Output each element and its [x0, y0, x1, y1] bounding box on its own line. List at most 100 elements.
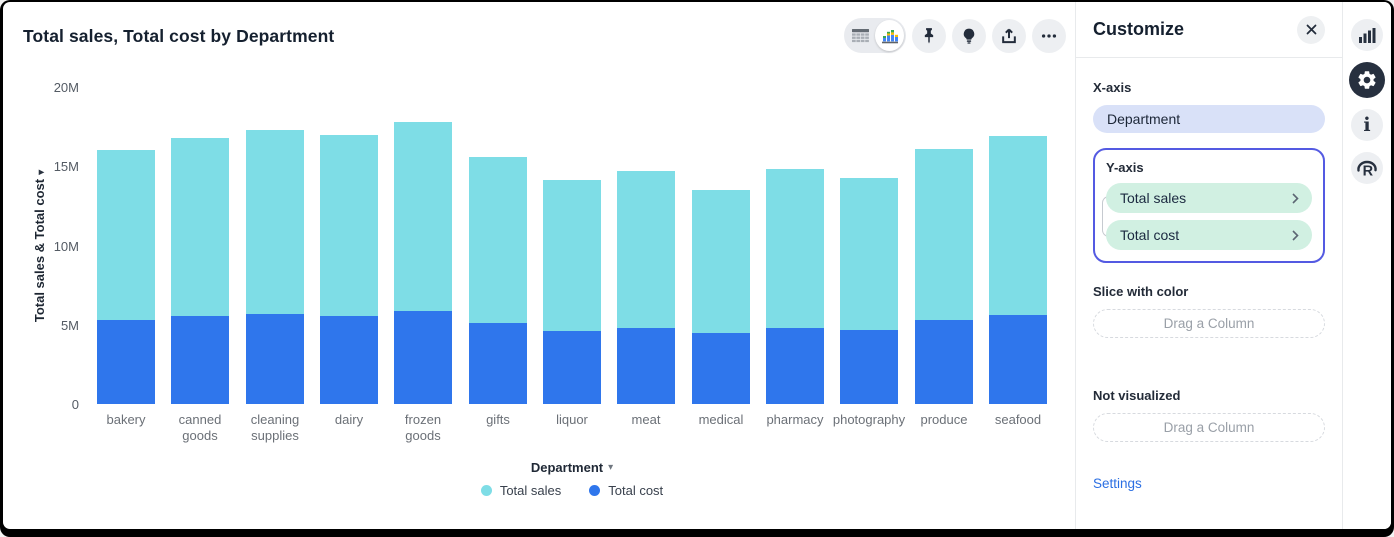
bar-segment-total-cost[interactable] — [543, 331, 601, 404]
x-tick-label: photography — [832, 412, 906, 427]
bar-segment-total-sales[interactable] — [394, 122, 452, 311]
bar-segment-total-cost[interactable] — [320, 316, 378, 404]
x-axis-title-row: Department ▾ — [27, 460, 1117, 475]
app-window: Total sales, Total cost by Department — [3, 2, 1391, 529]
chart-legend: Total sales Total cost — [27, 483, 1117, 498]
chart-title: Total sales, Total cost by Department — [23, 26, 335, 46]
y-tick-label: 0 — [71, 397, 79, 412]
share-button[interactable] — [992, 18, 1026, 53]
info-button[interactable]: i — [1351, 109, 1383, 141]
x-tick-label: medical — [698, 412, 744, 427]
bar-segment-total-cost[interactable] — [840, 330, 898, 404]
x-tick-label: produce — [920, 412, 968, 427]
legend-label: Total sales — [499, 483, 562, 498]
x-tick-label: pharmacy — [766, 412, 824, 427]
y-tick-label: 20M — [53, 80, 79, 95]
bar-segment-total-sales[interactable] — [989, 136, 1047, 315]
table-view-button[interactable] — [846, 20, 875, 51]
bar-segment-total-cost[interactable] — [692, 333, 750, 404]
chart-toolbar — [844, 18, 1066, 53]
insights-button[interactable] — [952, 18, 986, 53]
y-tick-label: 10M — [53, 238, 79, 254]
chevron-right-icon — [1292, 192, 1299, 204]
x-axis-section-label: X-axis — [1093, 80, 1132, 95]
x-tick-label: seafood — [994, 412, 1042, 427]
more-options-button[interactable] — [1032, 18, 1066, 53]
y-tick-label: 15M — [53, 159, 79, 175]
pill-label: Total sales — [1120, 190, 1187, 206]
bar-segment-total-cost[interactable] — [246, 314, 304, 404]
x-axis-title: Department — [530, 460, 604, 475]
y-axis-column-pill-total-cost[interactable]: Total cost — [1106, 220, 1312, 250]
ellipsis-icon — [1041, 33, 1057, 38]
view-toggle — [844, 18, 906, 53]
bar-segment-total-cost[interactable] — [394, 311, 452, 404]
right-icon-strip: i R — [1342, 2, 1391, 529]
svg-text:R: R — [1363, 164, 1374, 180]
pill-label: Total cost — [1120, 227, 1180, 243]
x-axis-column-pill[interactable]: Department — [1093, 105, 1325, 133]
bar-segment-total-sales[interactable] — [97, 150, 155, 320]
x-axis-dropdown-caret-icon[interactable]: ▾ — [608, 462, 614, 473]
x-tick-label: liquor — [556, 412, 588, 427]
legend-dot — [480, 485, 492, 496]
x-tick-label: dairy — [334, 412, 364, 427]
r-logo-icon: R — [1357, 160, 1377, 180]
bar-segment-total-cost[interactable] — [469, 323, 527, 404]
chart-type-button[interactable] — [1351, 19, 1383, 51]
bar-segment-total-sales[interactable] — [766, 169, 824, 328]
close-icon — [1306, 24, 1316, 35]
bar-segment-total-cost[interactable] — [171, 316, 229, 404]
not-visualized-dropzone[interactable]: Drag a Column — [1093, 413, 1325, 442]
chevron-right-icon — [1292, 229, 1299, 241]
bar-segment-total-sales[interactable] — [469, 157, 527, 323]
x-tick-label: frozen goods — [404, 412, 442, 443]
customize-settings-button[interactable] — [1349, 62, 1385, 98]
x-tick-label: gifts — [486, 412, 510, 427]
share-export-icon — [1002, 28, 1016, 43]
bar-segment-total-cost[interactable] — [989, 315, 1047, 404]
x-tick-label: canned goods — [178, 412, 222, 443]
customize-title: Customize — [1093, 19, 1185, 39]
r-language-button[interactable]: R — [1351, 152, 1383, 184]
settings-link[interactable]: Settings — [1093, 476, 1142, 491]
customize-header: Customize — [1076, 2, 1342, 58]
legend-item-total-cost[interactable]: Total cost — [589, 483, 663, 498]
y-axis-section-label: Y-axis — [1106, 160, 1144, 175]
legend-item-total-sales[interactable]: Total sales — [480, 483, 562, 498]
y-axis-section-highlighted: Y-axis Total sales Total cost — [1093, 148, 1325, 263]
bar-segment-total-cost[interactable] — [97, 320, 155, 404]
not-visualized-label: Not visualized — [1093, 388, 1181, 403]
pin-button[interactable] — [912, 18, 946, 53]
bar-segment-total-sales[interactable] — [915, 149, 973, 320]
chart-view-button[interactable] — [875, 20, 904, 51]
bar-segment-total-sales[interactable] — [543, 180, 601, 331]
bar-segment-total-sales[interactable] — [320, 135, 378, 316]
x-tick-label: meat — [631, 412, 661, 427]
bar-segment-total-sales[interactable] — [840, 178, 898, 330]
gear-icon — [1358, 71, 1376, 89]
lightbulb-icon — [963, 28, 975, 44]
legend-label: Total cost — [608, 483, 664, 498]
x-tick-label: bakery — [106, 412, 146, 427]
slice-with-color-dropzone[interactable]: Drag a Column — [1093, 309, 1325, 338]
bar-segment-total-sales[interactable] — [617, 171, 675, 328]
bar-segment-total-sales[interactable] — [171, 138, 229, 316]
bar-segment-total-cost[interactable] — [617, 328, 675, 404]
y-axis-column-pill-total-sales[interactable]: Total sales — [1106, 183, 1312, 213]
bar-segment-total-sales[interactable] — [246, 130, 304, 314]
bar-segment-total-cost[interactable] — [915, 320, 973, 404]
slice-with-color-label: Slice with color — [1093, 284, 1189, 299]
bar-segment-total-sales[interactable] — [692, 190, 750, 333]
bar-chart-icon — [1359, 27, 1376, 43]
pin-icon — [924, 27, 934, 43]
close-panel-button[interactable] — [1297, 15, 1325, 44]
bar-segment-total-cost[interactable] — [766, 328, 824, 404]
chart-card: Total sales, Total cost by Department — [3, 2, 1075, 529]
table-icon — [852, 28, 869, 42]
bar-chart-colored-icon — [881, 29, 898, 43]
x-tick-label: cleaning supplies — [250, 412, 300, 443]
customize-panel: Customize X-axis Department Y-axis Total… — [1075, 2, 1342, 529]
info-icon: i — [1363, 114, 1371, 136]
